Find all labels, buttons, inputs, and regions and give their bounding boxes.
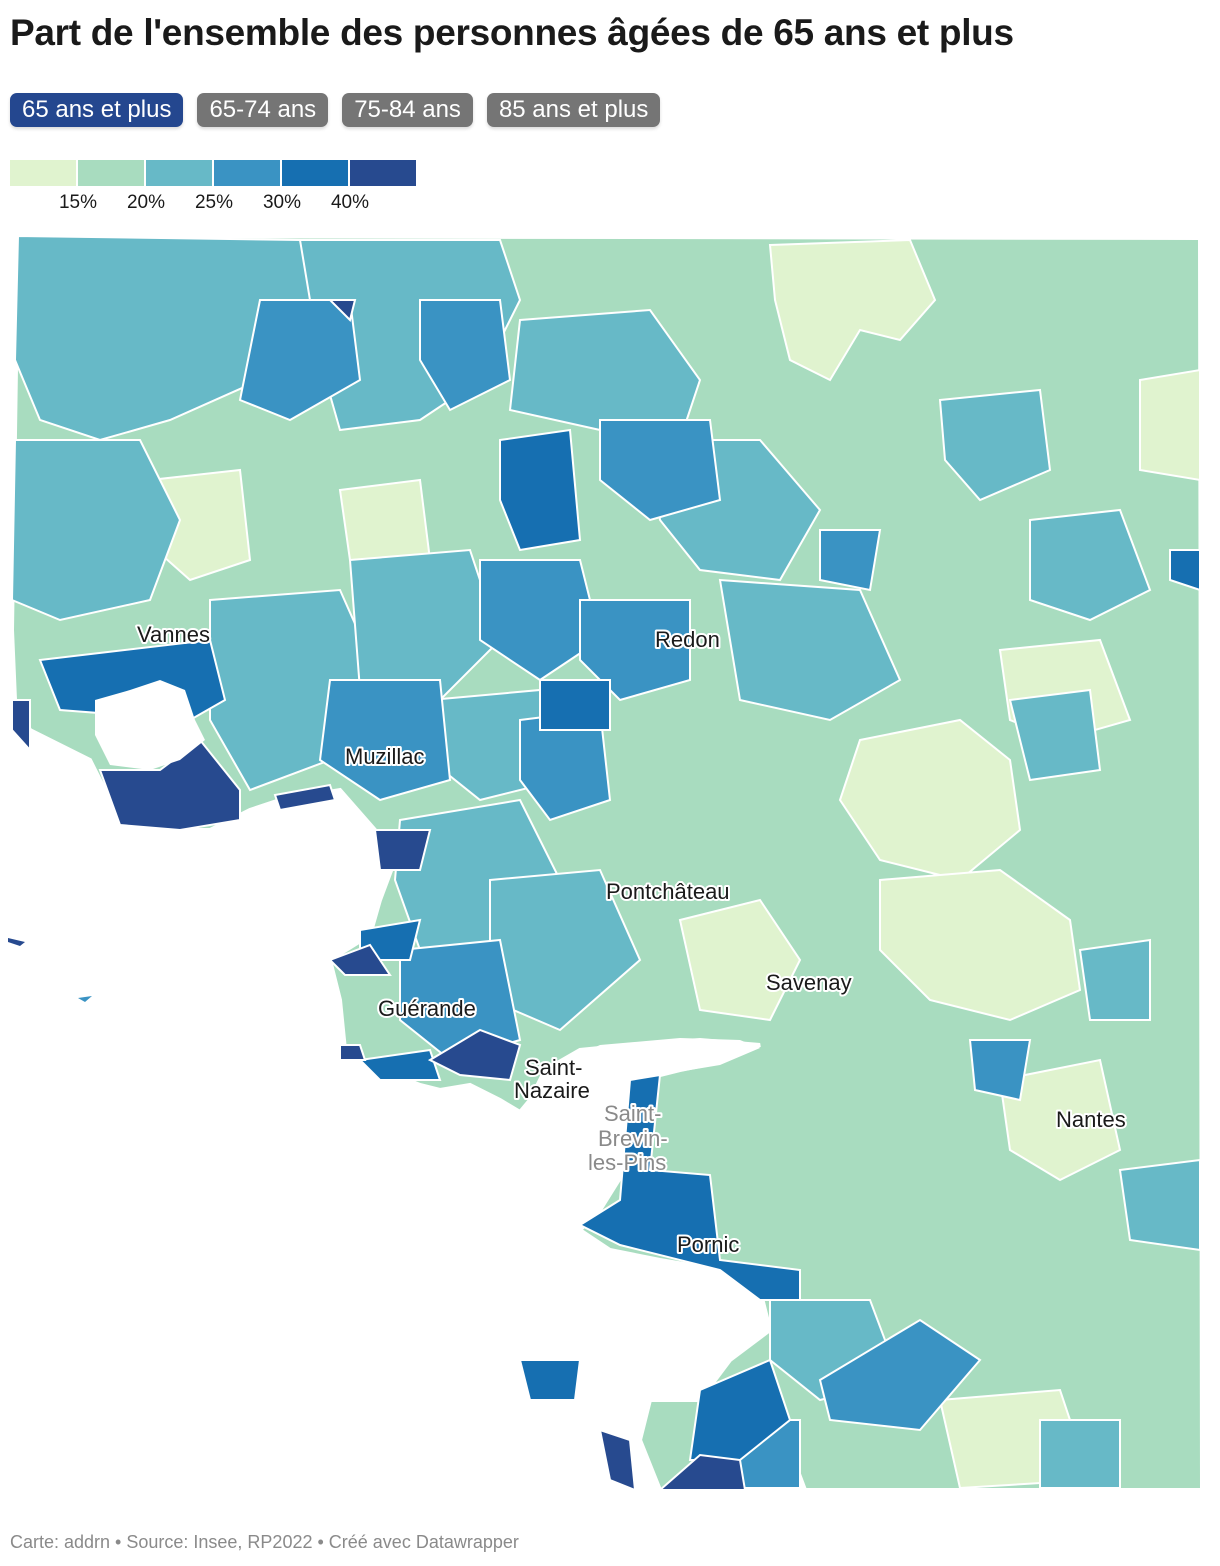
- region-blue-5: [579, 599, 691, 702]
- city-label-nantes: Nantes: [1056, 1107, 1126, 1132]
- legend-swatch-6: [350, 160, 416, 186]
- region-east-light-8: [678, 898, 802, 1022]
- region-teal-11: [1008, 688, 1102, 782]
- region-blue-10: [968, 1039, 1032, 1102]
- legend-swatch-2: [78, 160, 144, 186]
- region-east-light-2: [838, 718, 1022, 882]
- source-credit: Carte: addrn • Source: Insee, RP2022 • C…: [10, 1532, 519, 1552]
- region-teal-9: [938, 388, 1052, 502]
- region-east-light-6: [1139, 368, 1201, 482]
- region-navy-8: [657, 1453, 747, 1491]
- region-blue-4: [479, 559, 602, 682]
- legend-swatch-5: [282, 160, 348, 186]
- region-dark-6: [688, 1358, 792, 1461]
- chart-title: Part de l'ensemble des personnes âgées d…: [10, 12, 1014, 53]
- region-navy-6: [339, 1044, 367, 1061]
- city-label-pontchateau: Pontchâteau: [606, 879, 730, 904]
- region-east-light-3: [879, 868, 1082, 1022]
- region-navy-7: [598, 1428, 637, 1492]
- city-label-vannes: Vannes: [137, 622, 210, 647]
- region-navy-10: [327, 299, 357, 322]
- city-label-muzillac: Muzillac: [345, 744, 424, 769]
- land-base: [9, 233, 1205, 1492]
- city-label-savenay: Savenay: [766, 970, 852, 995]
- region-navy-2: [11, 699, 31, 753]
- legend-swatch-3: [146, 160, 212, 186]
- legend-swatch-4: [214, 160, 280, 186]
- region-teal-12: [1078, 938, 1151, 1021]
- region-dark-8: [518, 1359, 582, 1401]
- region-navy-4: [328, 943, 392, 976]
- city-label-pornic: Pornic: [677, 1232, 739, 1257]
- region-teal-8: [718, 578, 902, 722]
- region-navy-9: [273, 783, 337, 812]
- legend-label-15: 15%: [58, 192, 98, 213]
- tab-65-74[interactable]: 65-74 ans: [197, 93, 329, 127]
- city-label-redon: Redon: [655, 627, 720, 652]
- region-teal-13: [1118, 1158, 1201, 1252]
- tab-75-84[interactable]: 75-84 ans: [342, 93, 473, 127]
- city-label-saint-brevin-3: les-Pins: [588, 1150, 666, 1175]
- loire-estuary: [545, 1038, 760, 1100]
- region-dark-7: [357, 1048, 442, 1081]
- legend-label-40: 40%: [330, 192, 370, 213]
- choropleth-map[interactable]: Vannes Redon Muzillac Pontchâteau Savena…: [0, 230, 1220, 1500]
- island-1: [8, 938, 25, 946]
- city-label-saint-nazaire-1: Saint-: [525, 1055, 582, 1080]
- legend-label-20: 20%: [126, 192, 166, 213]
- region-teal-3: [10, 439, 182, 622]
- region-dark-1: [499, 428, 582, 552]
- age-group-tabs: 65 ans et plus 65-74 ans 75-84 ans 85 an…: [10, 93, 661, 127]
- color-legend: 15% 20% 25% 30% 40%: [10, 160, 416, 216]
- city-label-guerande: Guérande: [378, 996, 476, 1021]
- island-2: [78, 996, 92, 1002]
- region-east-light-10: [338, 478, 432, 561]
- region-blue-8: [819, 529, 882, 592]
- morbihan-gulf: [95, 680, 205, 770]
- region-navy-3: [373, 829, 432, 871]
- region-dark-2: [539, 679, 611, 731]
- region-navy-5: [427, 1028, 522, 1082]
- legend-label-30: 30%: [262, 192, 302, 213]
- region-dark-5: [577, 1073, 801, 1301]
- region-east-light-1: [768, 238, 937, 382]
- region-teal-10: [1029, 508, 1152, 622]
- city-label-saint-brevin-2: Brevin-: [598, 1126, 668, 1151]
- region-blue-11: [818, 1318, 982, 1432]
- tab-65-plus[interactable]: 65 ans et plus: [10, 93, 184, 127]
- region-blue-3: [599, 419, 722, 522]
- region-dark-9: [1169, 549, 1201, 592]
- tab-85-plus[interactable]: 85 ans et plus: [486, 93, 661, 127]
- legend-swatch-1: [10, 160, 76, 186]
- region-teal-5: [348, 548, 502, 702]
- region-east-light-4: [998, 1058, 1122, 1182]
- region-navy-1: [98, 738, 241, 832]
- region-teal-18: [1039, 1419, 1121, 1489]
- legend-label-25: 25%: [194, 192, 234, 213]
- city-label-saint-brevin-1: Saint-: [604, 1101, 661, 1126]
- city-label-saint-nazaire-2: Nazaire: [514, 1078, 590, 1103]
- region-blue-2: [419, 299, 512, 412]
- region-blue-6: [318, 679, 452, 802]
